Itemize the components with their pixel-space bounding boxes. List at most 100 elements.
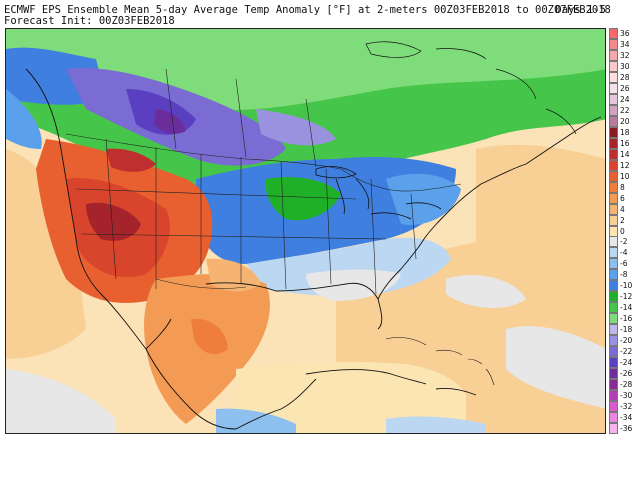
great-lakes-outline (315, 166, 442, 220)
legend-tick-label: -16 (620, 314, 633, 323)
legend-tick-label: -36 (620, 424, 633, 433)
legend-swatch (609, 335, 618, 346)
legend-tick-label: 30 (620, 62, 630, 71)
legend-tick-label: 16 (620, 139, 630, 148)
legend-swatch (609, 346, 618, 357)
legend-swatch (609, 127, 618, 138)
midwest-green-core (265, 177, 341, 221)
legend-swatch (609, 39, 618, 50)
legend-swatch (609, 160, 618, 171)
legend-tick-label: 2 (620, 216, 625, 225)
political-borders (65, 68, 462, 295)
legend-swatch (609, 423, 618, 434)
legend-tick-label: -4 (620, 248, 628, 257)
map-canvas (6, 29, 605, 433)
legend-tick-label: -14 (620, 303, 633, 312)
legend-tick-label: 6 (620, 194, 625, 203)
days-range-label: Days 1-5 (555, 4, 606, 16)
legend-tick-label: 18 (620, 128, 630, 137)
legend-tick-label: 22 (620, 106, 630, 115)
legend-tick-label: 32 (620, 51, 630, 60)
legend-tick-label: 34 (620, 40, 630, 49)
legend-swatch (609, 258, 618, 269)
gulf-coast-neutral (306, 269, 401, 301)
ontario-cold-lavender (256, 109, 336, 146)
legend-tick-label: 20 (620, 117, 630, 126)
legend-tick-label: 4 (620, 205, 625, 214)
legend-swatch (609, 116, 618, 127)
legend-swatch (609, 269, 618, 280)
legend-tick-label: 28 (620, 73, 630, 82)
offshore-neutral-patch (446, 275, 526, 309)
map-title: ECMWF EPS Ensemble Mean 5-day Average Te… (4, 4, 611, 16)
saskatchewan-cold-peak (154, 109, 186, 134)
legend-swatch (609, 357, 618, 368)
legend-swatch (609, 193, 618, 204)
legend-swatch (609, 390, 618, 401)
legend-tick-label: 0 (620, 227, 625, 236)
legend-tick-label: -6 (620, 259, 628, 268)
legend-tick-label: -10 (620, 281, 633, 290)
legend-tick-label: -2 (620, 237, 628, 246)
caribbean-near-normal (236, 361, 466, 433)
northeast-cool (386, 173, 461, 225)
bc-cool (6, 89, 42, 149)
legend-tick-label: -26 (620, 369, 633, 378)
legend-tick-label: -18 (620, 325, 633, 334)
southeast-cool (246, 237, 451, 297)
legend-tick-label: 26 (620, 84, 630, 93)
legend-swatch (609, 171, 618, 182)
legend-swatch (609, 105, 618, 116)
legend-swatch (609, 50, 618, 61)
pacific-warm-band (6, 149, 86, 359)
pacific-neutral-south (6, 369, 116, 433)
legend-swatch (609, 204, 618, 215)
legend-tick-label: -12 (620, 292, 633, 301)
legend-swatch (609, 61, 618, 72)
legend-tick-label: 10 (620, 172, 630, 181)
legend-swatch (609, 324, 618, 335)
legend-tick-label: -22 (620, 347, 633, 356)
legend-swatch (609, 149, 618, 160)
legend-tick-label: 8 (620, 183, 625, 192)
legend-tick-label: -30 (620, 391, 633, 400)
legend-swatch (609, 215, 618, 226)
legend-swatch (609, 28, 618, 39)
legend-tick-label: -32 (620, 402, 633, 411)
legend-tick-label: -8 (620, 270, 628, 279)
legend-swatch (609, 182, 618, 193)
legend-tick-label: 24 (620, 95, 630, 104)
legend-swatch (609, 401, 618, 412)
great-basin-hot-core (86, 202, 141, 241)
legend-tick-label: 36 (620, 29, 630, 38)
legend-swatch (609, 313, 618, 324)
legend-swatch (609, 247, 618, 258)
coastline-lines (25, 68, 602, 430)
legend-swatch (609, 280, 618, 291)
legend-tick-label: -24 (620, 358, 633, 367)
south-caribbean-cool (386, 416, 486, 433)
legend-tick-label: 14 (620, 150, 630, 159)
atlantic-neutral-patch (506, 326, 605, 409)
legend-tick-label: -28 (620, 380, 633, 389)
legend-tick-label: 12 (620, 161, 630, 170)
legend-swatch (609, 291, 618, 302)
legend-tick-label: -20 (620, 336, 633, 345)
legend-swatch (609, 368, 618, 379)
arctic-islands (365, 41, 577, 135)
forecast-init-label: Forecast Init: 00Z03FEB2018 (4, 15, 175, 27)
color-legend: 36 34 32 30 28 26 24 22 20 18 16 14 12 10 8 6 4 2 0 -2 -4 -6-… (608, 28, 640, 434)
legend-swatch (609, 412, 618, 423)
anomaly-map (5, 28, 606, 434)
legend-tick-label: -34 (620, 413, 633, 422)
north-atlantic-warm (476, 144, 605, 271)
legend-swatch (609, 72, 618, 83)
caribbean-islands (385, 337, 495, 386)
legend-swatch (609, 302, 618, 313)
central-america-cool (216, 408, 296, 433)
northern-rockies-hot (106, 148, 156, 172)
central-mexico-warm (191, 318, 228, 355)
legend-swatch (609, 379, 618, 390)
legend-swatch (609, 83, 618, 94)
legend-swatch (609, 138, 618, 149)
